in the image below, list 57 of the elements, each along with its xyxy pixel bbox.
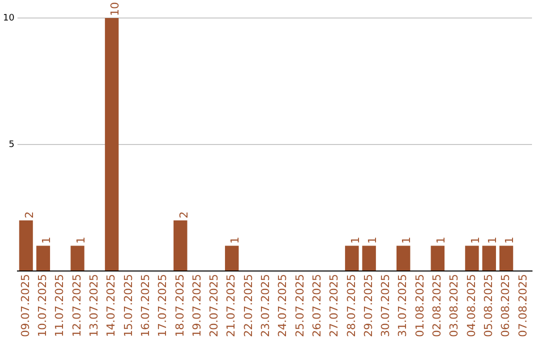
x-tick-label: 12.07.2025 [70, 274, 84, 338]
data-label: 2 [22, 211, 36, 218]
data-label: 1 [228, 236, 242, 244]
data-label: 1 [74, 236, 88, 244]
bar [174, 220, 188, 271]
x-tick-label: 13.07.2025 [87, 274, 100, 338]
x-tick-label: 14.07.2025 [104, 274, 118, 338]
x-tick-label: 19.07.2025 [190, 274, 204, 338]
x-tick-label: 03.08.2025 [448, 274, 461, 338]
x-tick-label: 10.07.2025 [36, 274, 50, 338]
x-tick-label: 30.07.2025 [379, 274, 392, 338]
data-label: 1 [468, 236, 482, 244]
x-tick-label: 25.07.2025 [293, 274, 306, 338]
bar [36, 246, 50, 271]
data-label: 1 [503, 236, 516, 244]
x-tick-label: 23.07.2025 [259, 274, 272, 338]
data-label: 1 [486, 236, 499, 244]
x-tick-label: 04.08.2025 [464, 274, 478, 338]
x-tick-label: 24.07.2025 [276, 274, 290, 338]
x-tick-label: 05.08.2025 [482, 274, 495, 338]
data-label: 1 [400, 236, 414, 244]
x-tick-label: 21.07.2025 [224, 274, 238, 338]
bar [104, 18, 119, 271]
x-tick-label: 31.07.2025 [396, 274, 410, 338]
x-tick-label: 06.08.2025 [499, 274, 512, 338]
x-tick-label: 01.08.2025 [413, 274, 426, 338]
bar [345, 246, 359, 271]
x-tick-label: 28.07.2025 [344, 274, 358, 338]
x-tick-label: 27.07.2025 [328, 274, 341, 338]
x-tick-label: 15.07.2025 [122, 274, 135, 338]
data-label: 1 [434, 236, 448, 244]
data-label: 1 [40, 236, 54, 244]
bar [482, 246, 496, 271]
x-tick-label: 16.07.2025 [138, 274, 152, 338]
bar [499, 246, 514, 271]
bar [396, 246, 410, 271]
x-tick-label: 20.07.2025 [208, 274, 221, 338]
x-tick-label: 26.07.2025 [310, 274, 324, 338]
bar [70, 246, 84, 271]
x-tick-label: 17.07.2025 [156, 274, 170, 338]
data-label: 10 [108, 2, 122, 16]
x-tick-label: 02.08.2025 [430, 274, 444, 338]
y-tick-label: 5 [8, 140, 14, 150]
bar [362, 246, 376, 271]
data-label: 1 [366, 236, 379, 244]
x-tick-label: 11.07.2025 [53, 274, 66, 338]
x-tick-label: 22.07.2025 [242, 274, 255, 338]
bar [19, 220, 33, 271]
x-tick-label: 07.08.2025 [516, 274, 530, 338]
bar [224, 246, 239, 271]
data-label: 2 [177, 211, 190, 218]
x-tick-label: 09.07.2025 [18, 274, 32, 338]
data-label: 1 [348, 236, 362, 244]
bar [465, 246, 479, 271]
x-tick-label: 18.07.2025 [173, 274, 186, 338]
bar [430, 246, 445, 271]
x-tick-label: 29.07.2025 [362, 274, 375, 338]
